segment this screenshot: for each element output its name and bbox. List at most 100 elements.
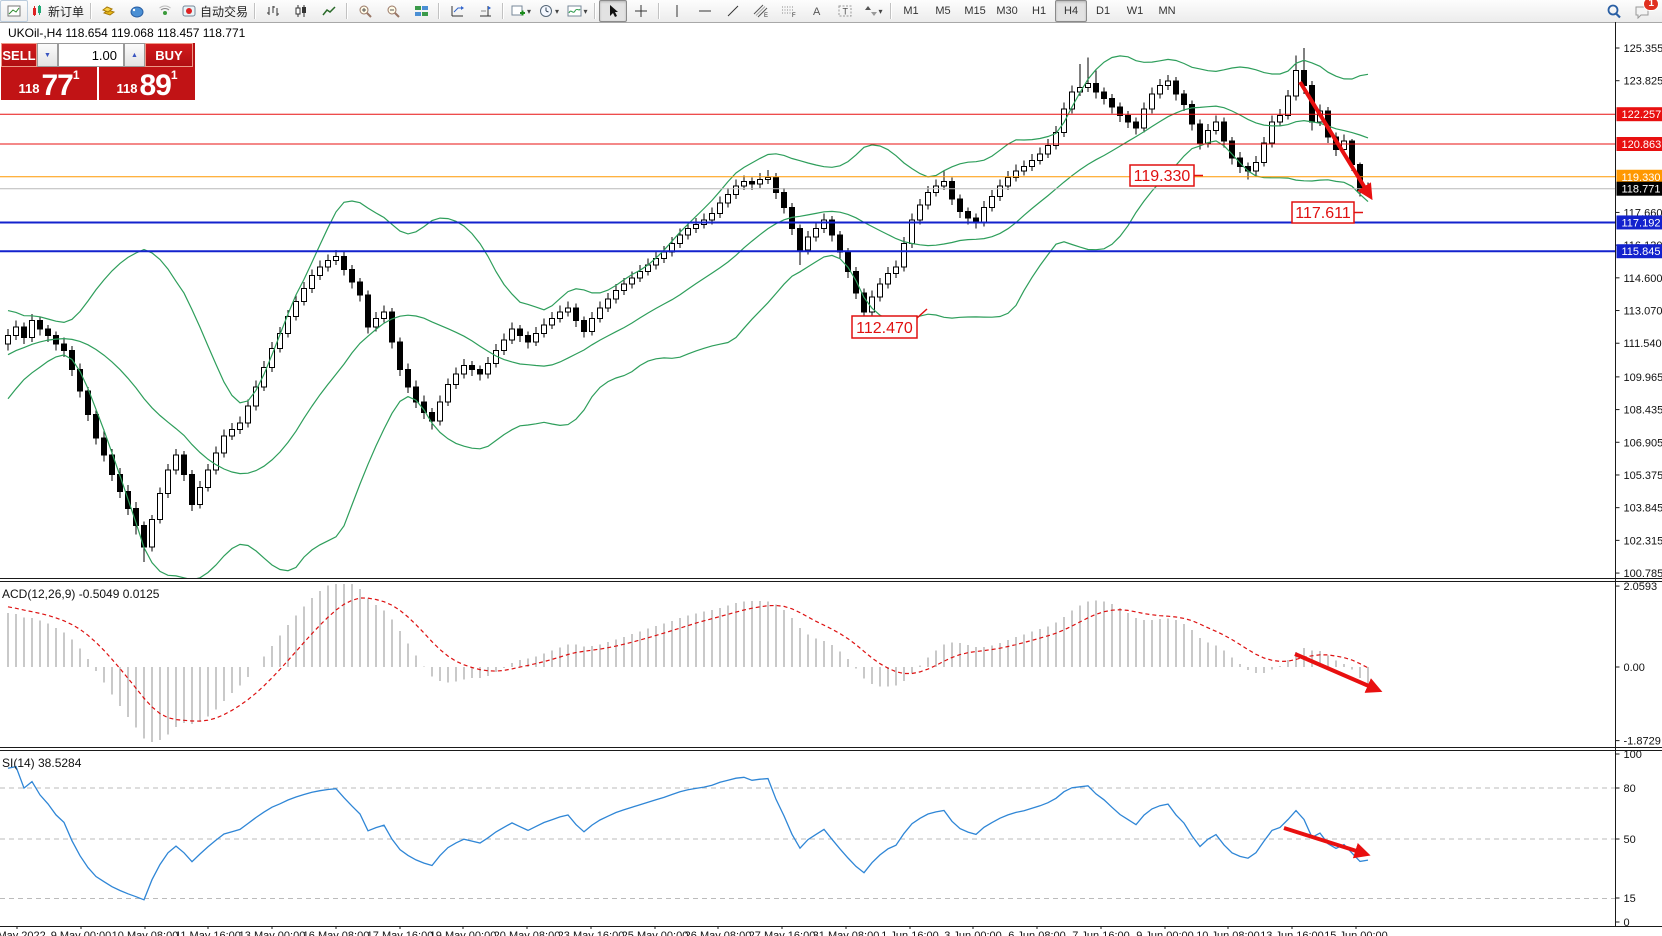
new-order-icon [33,5,41,16]
period-button[interactable]: ▾ [535,0,563,22]
rsi-label: SI(14) 38.5284 [2,756,82,770]
zoom-out-icon [387,5,400,18]
svg-text:100: 100 [1624,749,1642,761]
tf-m1[interactable]: M1 [903,5,919,17]
tf-m5[interactable]: M5 [935,5,951,17]
zoom-out-button[interactable] [379,0,407,22]
svg-text:117.192: 117.192 [1622,217,1661,229]
svg-text:100.785: 100.785 [1624,568,1662,580]
svg-text:6 May 2022: 6 May 2022 [0,930,46,936]
text-label-icon: T [838,5,852,17]
horizontal-line-tool[interactable] [691,0,719,22]
chart-shift-button[interactable] [471,0,499,22]
tf-h4[interactable]: H4 [1055,0,1088,22]
svg-text:16 May 08:00: 16 May 08:00 [303,930,370,936]
trend-arrow-main[interactable] [1298,80,1373,201]
volume-input[interactable]: 1.00 [58,43,124,67]
autotrading-button[interactable]: 自动交易 [179,0,251,22]
tf-m15[interactable]: M15 [964,5,986,17]
line-chart-button[interactable] [315,0,343,22]
volume-increase-button[interactable]: ▲ [124,43,145,67]
zoom-in-button[interactable] [351,0,379,22]
svg-text:102.315: 102.315 [1624,535,1662,547]
new-chart-button[interactable]: ▾ [507,0,535,22]
trend-arrow-rsi[interactable] [1283,826,1371,859]
chart-canvas[interactable]: 119.330117.611112.470125.355123.825117.6… [0,22,1662,936]
svg-text:50: 50 [1624,834,1636,846]
notifications-button[interactable]: 1 [1628,0,1659,22]
candlestick-series [5,48,1371,563]
toolbar-separator [90,3,93,19]
community-icon [130,6,144,18]
svg-text:F: F [792,13,796,18]
new-order-button[interactable]: 新订单 [28,0,87,22]
trendline-tool[interactable] [719,0,747,22]
cursor-tool-button[interactable] [599,0,628,22]
svg-text:119.330: 119.330 [1622,172,1661,184]
search-icon [1607,4,1621,18]
fibonacci-tool[interactable]: F [775,0,803,22]
svg-text:15 Jun 00:00: 15 Jun 00:00 [1324,930,1388,936]
trend-arrow-macd[interactable] [1294,652,1383,693]
svg-text:10 Jun 08:00: 10 Jun 08:00 [1196,930,1260,936]
svg-text:T: T [842,7,848,17]
text-icon: A [813,6,821,18]
sell-price-sup: 1 [72,68,80,82]
autoscroll-icon [451,6,464,17]
axis-price-box-118.771: 118.771 [1616,181,1662,196]
tile-windows-button[interactable] [407,0,435,22]
price-callout-112.470[interactable]: 112.470 [851,308,928,339]
svg-text:112.470: 112.470 [856,320,913,337]
text-tool[interactable]: A [803,0,831,22]
main-chart-panel[interactable] [5,48,1371,580]
buy-button[interactable]: BUY [145,43,193,67]
bar-chart-button[interactable] [259,0,287,22]
shapes-tool[interactable]: ▾ [859,0,887,22]
toolbar-separator [502,3,505,19]
svg-text:119.330: 119.330 [1134,168,1191,185]
horizontal-line-icon [699,10,712,12]
tf-mn[interactable]: MN [1158,5,1176,17]
search-button[interactable] [1600,0,1628,22]
chart-window-icon[interactable] [0,0,28,22]
price-callout-119.330[interactable]: 119.330 [1129,164,1203,187]
channel-tool[interactable]: E [747,0,775,22]
bollinger-upper [7,55,1369,404]
bollinger-lower [7,140,1369,578]
vertical-line-tool[interactable] [663,0,691,22]
text-label-tool[interactable]: T [831,0,859,22]
candle-chart-button[interactable] [287,0,315,22]
volume-decrease-button[interactable]: ▼ [37,43,58,67]
crosshair-icon [635,5,648,17]
sell-button[interactable]: SELL [1,43,37,67]
signal-button[interactable] [151,0,179,22]
buy-price[interactable]: 118 89 1 [99,67,195,101]
sell-price[interactable]: 118 77 1 [1,67,97,101]
svg-text:15: 15 [1624,893,1636,905]
svg-text:80: 80 [1624,783,1636,795]
mini-chart-icon [7,5,21,17]
tf-d1[interactable]: D1 [1096,5,1111,17]
tf-w1[interactable]: W1 [1126,5,1144,17]
chart-shift-icon [479,6,491,17]
svg-text:108.435: 108.435 [1624,405,1662,417]
clock-icon [540,5,553,17]
svg-text:2.0593: 2.0593 [1624,581,1658,593]
svg-text:0: 0 [1624,917,1630,929]
axis-price-box-115.845: 115.845 [1616,244,1662,259]
tf-m30[interactable]: M30 [996,5,1018,17]
tile-windows-icon [414,6,428,16]
price-callout-117.611[interactable]: 117.611 [1291,201,1363,224]
svg-text:120.863: 120.863 [1622,139,1662,151]
tf-h1[interactable]: H1 [1032,5,1047,17]
autoscroll-button[interactable] [443,0,471,22]
indicators-button[interactable]: ▾ [563,0,591,22]
svg-text:103.845: 103.845 [1624,503,1662,515]
toolbar-separator [658,3,661,19]
gold-button[interactable] [95,0,123,22]
svg-text:117.611: 117.611 [1295,205,1351,222]
crosshair-tool-button[interactable] [627,0,655,22]
community-button[interactable] [123,0,151,22]
dropdown-caret: ▾ [527,6,532,16]
